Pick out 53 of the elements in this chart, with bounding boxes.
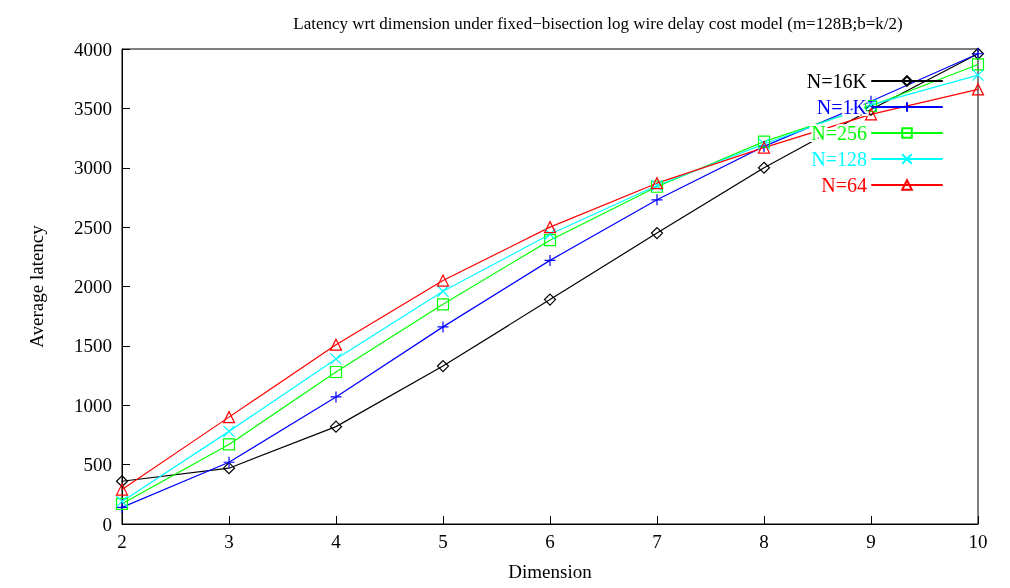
point [650,226,664,240]
point [329,338,343,351]
point [436,320,450,333]
legend-label: N=16K [806,70,868,92]
point [543,234,557,247]
point [329,352,343,366]
y-tick-label: 3500 [74,97,112,119]
point [650,193,664,206]
x-tick-label: 2 [117,531,127,552]
point [222,425,236,438]
x-tick-label: 7 [652,531,662,552]
point [222,456,236,469]
y-tick-label: 500 [83,454,112,476]
chart-title: Latency wrt dimension under fixed−bisection log wire delay cost model (m=128B;b=k/2) [293,14,903,33]
legend-label: N=64 [821,174,867,196]
x-axis-title: Dimension [508,561,593,582]
point [329,420,343,433]
point [436,274,450,287]
point [222,438,236,451]
point [543,228,557,241]
x-tick-label: 3 [224,531,234,552]
point [971,83,985,96]
y-tick-label: 1000 [74,394,112,416]
x-tick-label: 9 [866,531,876,552]
point [436,298,450,311]
point [436,359,450,373]
x-tick-label: 5 [438,531,448,552]
point [757,161,771,174]
x-tick-label: 6 [545,531,555,552]
point [971,69,985,82]
point [115,501,129,514]
y-tick-label: 0 [102,513,112,535]
x-tick-label: 8 [759,531,769,552]
y-axis-title: Average latency [26,224,47,348]
point [329,390,343,404]
y-tick-label: 4000 [74,38,112,60]
x-tick-label: 4 [331,531,342,552]
point [115,475,129,488]
y-tick-label: 2000 [74,276,112,297]
point [543,293,557,306]
point [543,254,557,267]
y-tick-label: 2500 [74,216,112,238]
point [436,285,450,298]
y-tick-label: 3000 [74,157,112,179]
y-tick-label: 1500 [74,335,112,357]
point [115,483,129,496]
point [222,462,236,475]
x-tick-label: 10 [968,531,988,552]
legend-label: N=128 [811,148,867,170]
point [222,411,236,424]
point [543,221,557,234]
point [329,365,343,379]
point [971,58,985,71]
